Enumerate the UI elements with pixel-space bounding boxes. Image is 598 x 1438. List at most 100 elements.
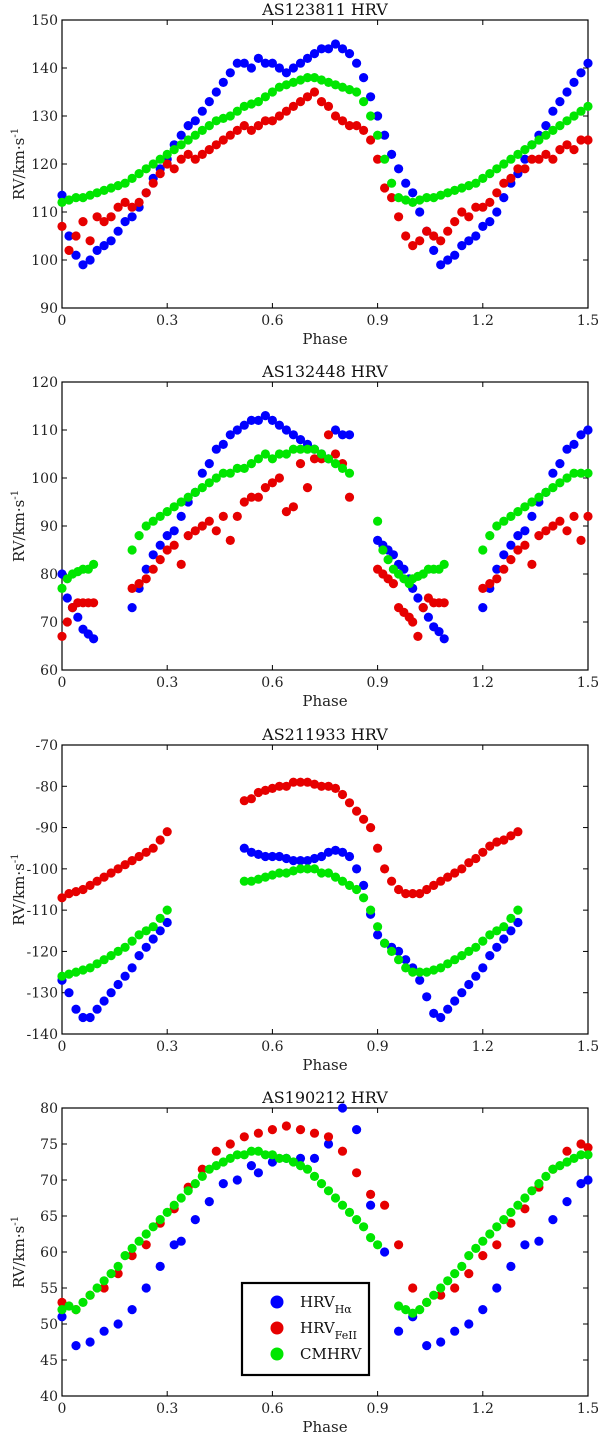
- data-point-cm: [267, 454, 277, 464]
- data-point-fe: [239, 1132, 249, 1142]
- data-point-fe: [450, 868, 460, 878]
- data-point-fe: [267, 116, 277, 126]
- data-point-ha: [422, 992, 432, 1002]
- x-tick-label: 1.2: [472, 675, 494, 691]
- data-point-cm: [169, 145, 179, 155]
- data-point-cm: [295, 75, 306, 85]
- data-point-ha: [506, 1261, 516, 1271]
- data-point-ha: [197, 106, 207, 116]
- data-point-fe: [485, 197, 495, 207]
- data-point-cm: [239, 876, 249, 886]
- data-point-fe: [274, 473, 284, 483]
- chart-panel-4: AS190212 HRV 0 0.3 0.6 0.9 1.2 1.5 40 45 50 55 60 65…: [10, 1088, 598, 1436]
- y-tick-label: 40: [40, 1389, 58, 1405]
- data-point-cm: [499, 516, 509, 526]
- data-point-cm: [253, 97, 263, 107]
- data-point-cm: [408, 967, 418, 977]
- y-axis-label-main: RV/km·s: [10, 1226, 28, 1288]
- data-point-cm: [359, 1222, 369, 1232]
- data-point-cm: [492, 164, 502, 174]
- data-point-ha: [492, 564, 502, 574]
- data-point-fe: [232, 125, 242, 135]
- data-point-cm: [183, 492, 193, 502]
- data-point-fe: [485, 579, 495, 589]
- data-point-ha: [99, 996, 109, 1006]
- data-point-fe: [71, 231, 81, 241]
- data-point-fe: [337, 1146, 348, 1156]
- data-point-ha: [295, 58, 306, 68]
- data-point-fe: [218, 135, 228, 145]
- data-point-cm: [260, 1150, 270, 1160]
- data-point-cm: [378, 545, 388, 555]
- data-point-fe: [211, 526, 221, 536]
- data-point-fe: [380, 864, 390, 874]
- data-point-fe: [513, 827, 523, 837]
- data-point-cm: [239, 463, 249, 473]
- data-point-fe: [57, 1297, 67, 1307]
- data-point-fe: [330, 111, 341, 121]
- data-point-ha: [253, 53, 263, 64]
- data-point-ha: [506, 540, 516, 550]
- data-point-fe: [415, 236, 425, 246]
- data-point-cm: [429, 1290, 439, 1300]
- series-cm: [57, 444, 593, 594]
- data-point-ha: [253, 415, 263, 425]
- data-point-cm: [106, 1269, 116, 1279]
- data-point-cm: [225, 1153, 235, 1163]
- data-point-fe: [239, 121, 249, 131]
- data-point-ha: [176, 1236, 186, 1246]
- data-point-cm: [141, 521, 151, 531]
- data-point-fe: [253, 787, 263, 798]
- data-point-fe: [309, 454, 320, 464]
- data-point-cm: [359, 97, 369, 107]
- data-point-cm: [576, 468, 586, 478]
- data-point-ha: [246, 1161, 256, 1171]
- data-point-ha: [281, 68, 291, 78]
- data-point-ha: [232, 58, 242, 68]
- y-tick-label: 45: [40, 1353, 58, 1369]
- data-point-fe: [485, 841, 495, 851]
- data-point-fe: [506, 173, 516, 183]
- data-point-cm: [57, 971, 67, 981]
- data-point-ha: [330, 425, 341, 435]
- data-point-cm: [260, 872, 270, 882]
- data-point-cm: [99, 955, 109, 965]
- data-point-cm: [499, 922, 509, 932]
- data-point-fe: [309, 779, 320, 789]
- data-point-cm: [183, 1186, 193, 1196]
- data-point-fe: [436, 236, 446, 246]
- data-point-cm: [99, 1276, 109, 1286]
- data-point-ha: [92, 1004, 102, 1014]
- data-point-cm: [274, 82, 284, 92]
- data-point-ha: [274, 420, 284, 430]
- data-point-cm: [218, 468, 228, 478]
- data-point-ha: [127, 603, 137, 613]
- data-point-ha: [218, 77, 228, 87]
- data-point-cm: [373, 516, 383, 526]
- data-point-fe: [134, 851, 144, 862]
- data-point-ha: [548, 1215, 558, 1225]
- x-tick-label: 0.6: [261, 1039, 283, 1055]
- data-point-ha: [337, 847, 348, 857]
- data-point-ha: [359, 880, 369, 891]
- data-point-ha: [415, 975, 425, 985]
- data-point-cm: [387, 946, 397, 957]
- data-point-cm: [246, 99, 256, 109]
- data-point-fe: [281, 507, 291, 517]
- data-point-cm: [450, 955, 460, 965]
- data-point-cm: [323, 868, 334, 878]
- data-point-cm: [260, 92, 270, 102]
- data-point-cm: [211, 116, 221, 126]
- x-tick-label: 0.9: [366, 313, 388, 329]
- data-point-cm: [562, 1157, 572, 1167]
- data-point-ha: [99, 1326, 109, 1336]
- data-point-fe: [576, 135, 586, 145]
- data-point-cm: [415, 967, 425, 977]
- data-point-cm: [422, 193, 432, 203]
- data-point-ha: [352, 864, 362, 874]
- y-tick-label: 110: [31, 205, 58, 221]
- data-point-ha: [450, 250, 460, 260]
- data-point-cm: [176, 1193, 186, 1203]
- data-point-fe: [555, 516, 565, 526]
- x-axis-label: Phase: [302, 1418, 347, 1436]
